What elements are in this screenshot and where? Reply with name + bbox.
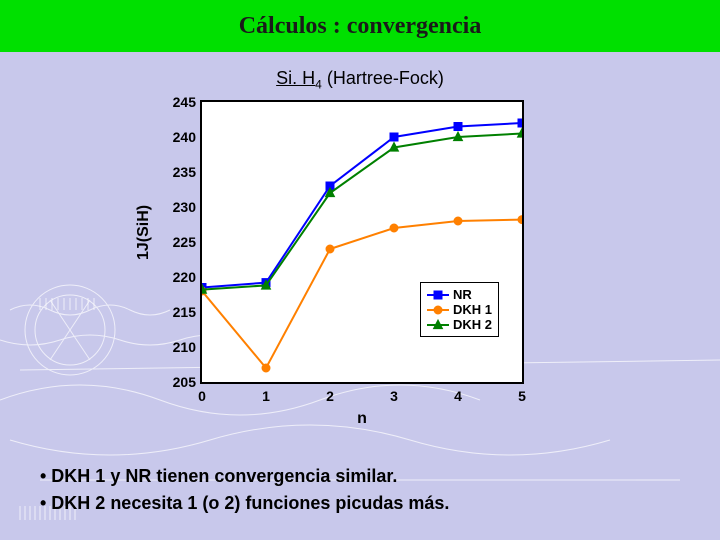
ytick: 215 (173, 304, 202, 320)
xtick: 1 (262, 382, 270, 404)
ytick: 225 (173, 234, 202, 250)
legend-label: DKH 1 (453, 302, 492, 317)
slide-title: Cálculos : convergencia (239, 13, 482, 40)
ytick: 210 (173, 339, 202, 355)
plot-area: NRDKH 1DKH 2 205210215220225230235240245… (202, 102, 522, 382)
bullets: • DKH 1 y NR tienen convergencia similar… (40, 460, 680, 520)
xtick: 5 (518, 382, 526, 404)
xtick: 4 (454, 382, 462, 404)
ytick: 240 (173, 129, 202, 145)
legend-item: NR (427, 287, 492, 302)
plot-svg (202, 102, 522, 382)
bullet-2: • DKH 2 necesita 1 (o 2) funciones picud… (40, 493, 680, 514)
legend-item: DKH 2 (427, 317, 492, 332)
ytick: 235 (173, 164, 202, 180)
x-axis-label: n (357, 410, 367, 428)
legend-label: DKH 2 (453, 317, 492, 332)
xtick: 2 (326, 382, 334, 404)
legend: NRDKH 1DKH 2 (420, 282, 499, 337)
ytick: 230 (173, 199, 202, 215)
slide-header: Cálculos : convergencia (0, 0, 720, 52)
legend-label: NR (453, 287, 472, 302)
xtick: 3 (390, 382, 398, 404)
xtick: 0 (198, 382, 206, 404)
chart-title: Si. H4 (Hartree-Fock) (276, 68, 444, 92)
bullet-1: • DKH 1 y NR tienen convergencia similar… (40, 466, 680, 487)
ytick: 220 (173, 269, 202, 285)
legend-item: DKH 1 (427, 302, 492, 317)
chart-box: NRDKH 1DKH 2 205210215220225230235240245… (200, 100, 524, 384)
ytick: 245 (173, 94, 202, 110)
y-axis-label: 1J(SiH) (135, 205, 153, 260)
